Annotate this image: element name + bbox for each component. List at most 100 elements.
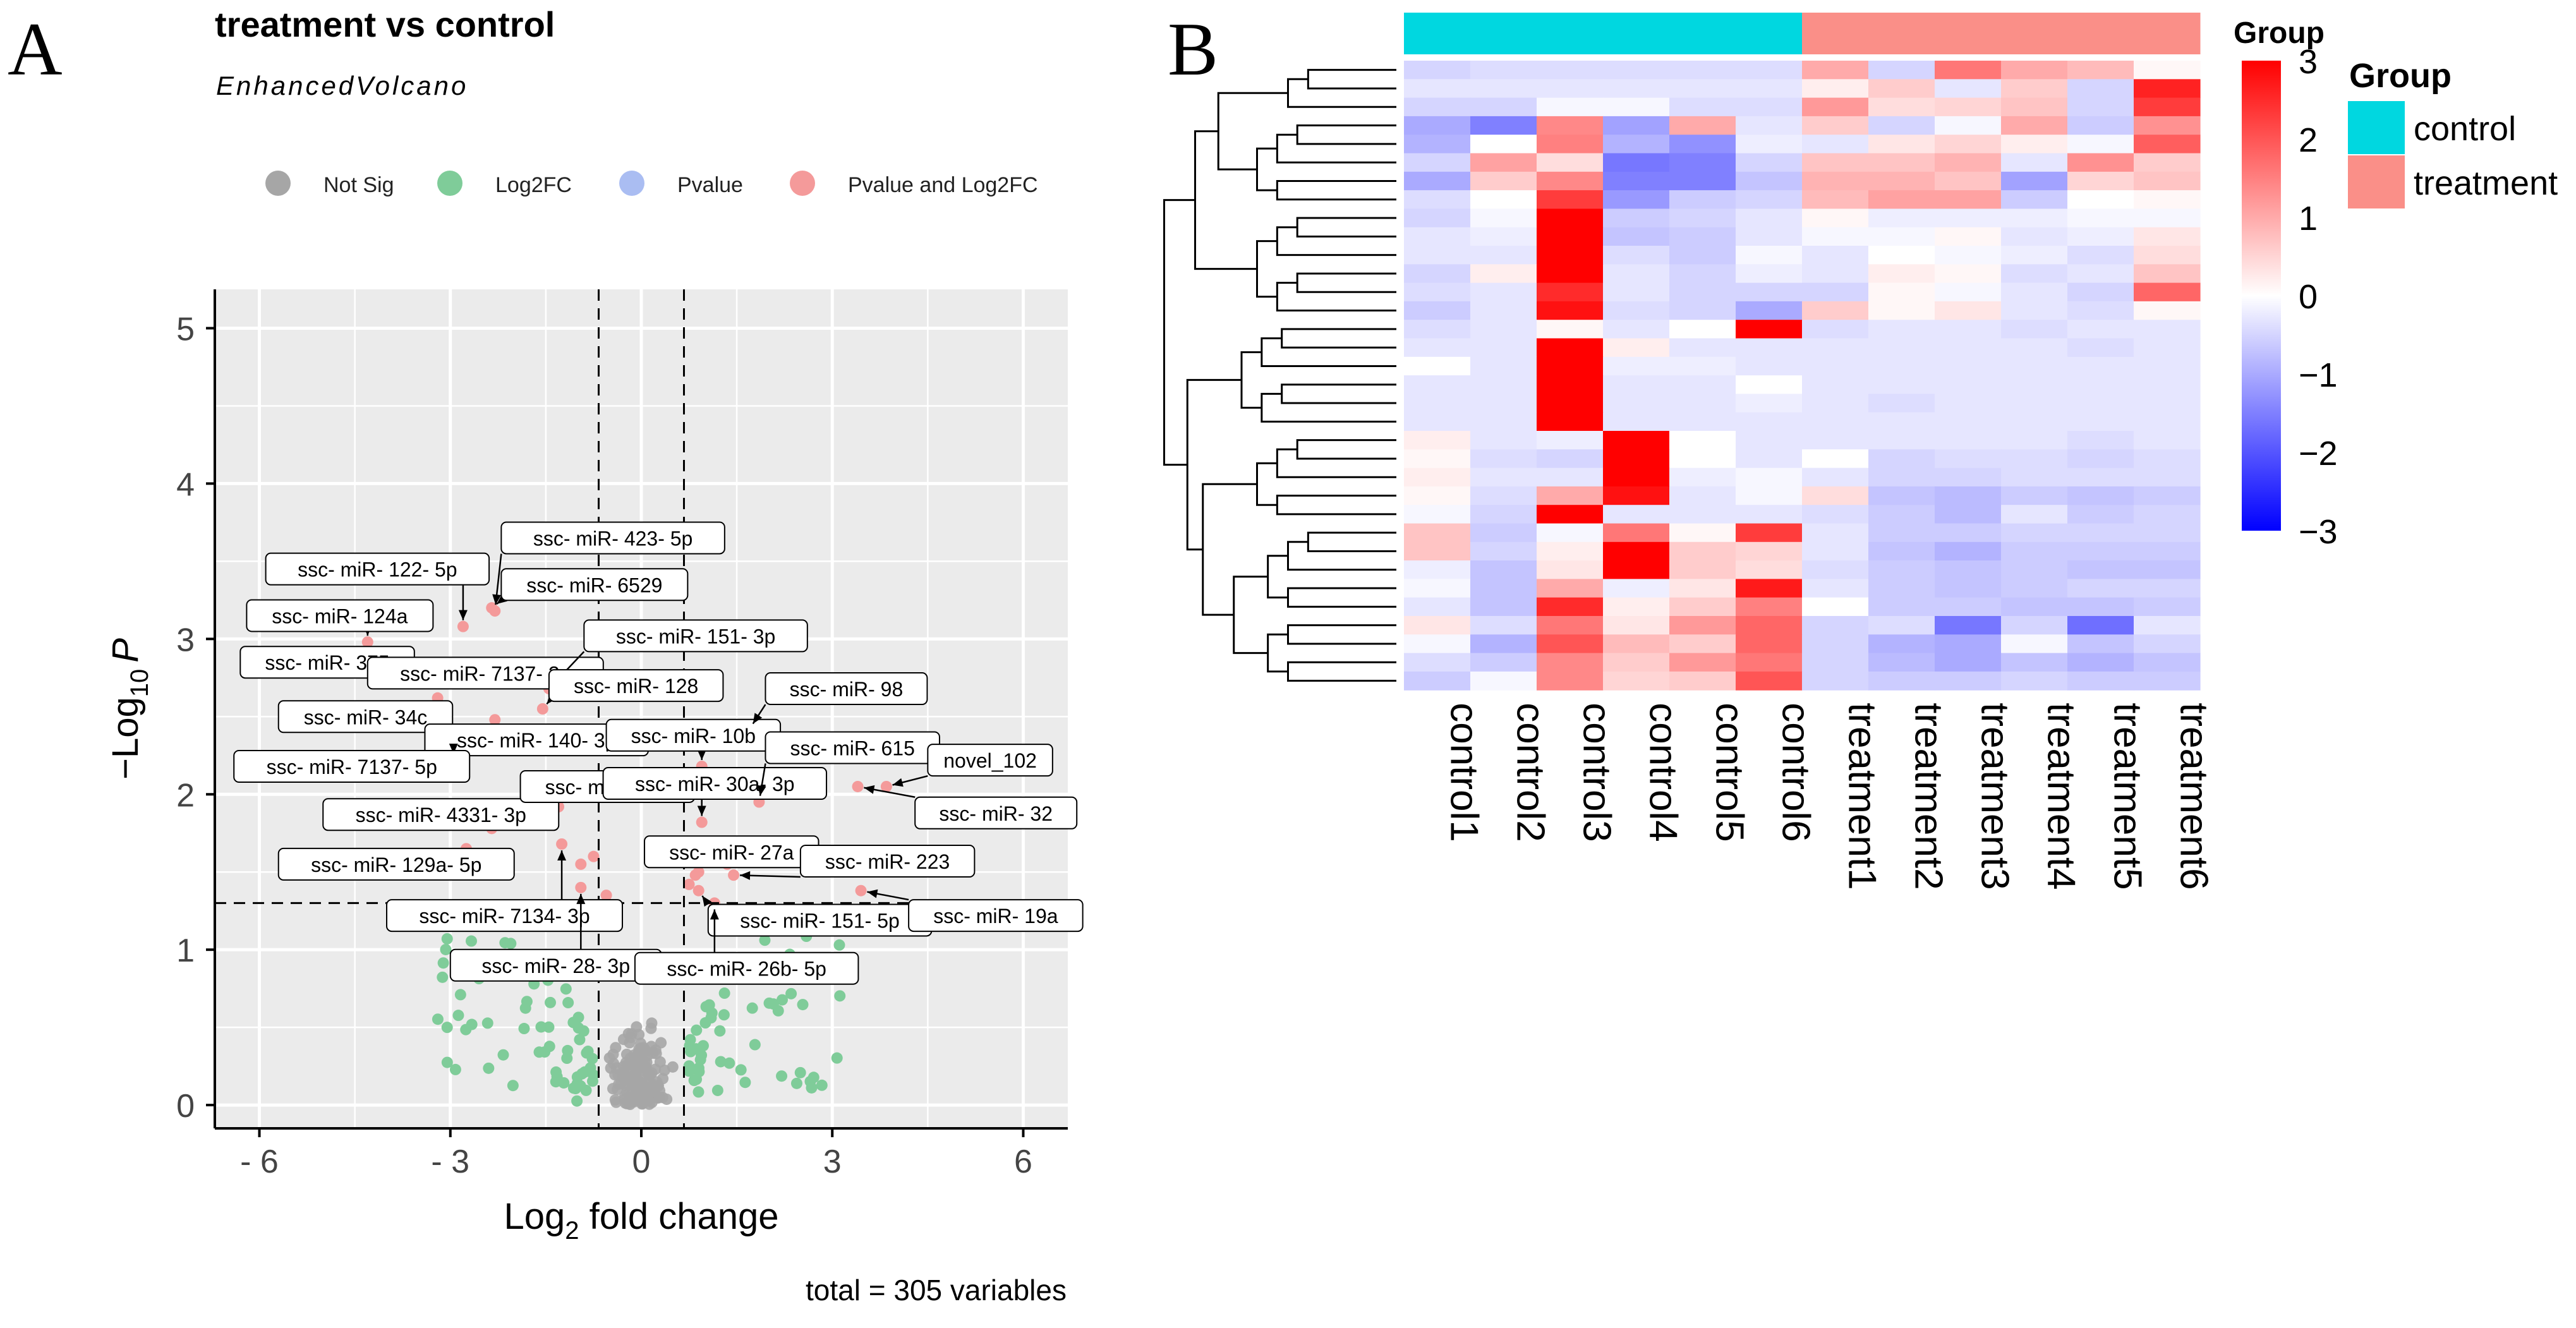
not-significant-point [609, 1094, 621, 1106]
heatmap-cell [2134, 320, 2201, 339]
heatmap-cell [1868, 579, 1935, 598]
heatmap-cell [1935, 79, 2002, 99]
heatmap-cell [1603, 301, 1670, 320]
label-text: ssc- miR- 6529 [526, 574, 662, 596]
heatmap-cell [2001, 560, 2068, 579]
log2fc-point [703, 999, 715, 1011]
heatmap-cell [2001, 356, 2068, 376]
log2fc-point [533, 1046, 545, 1058]
label-arrowhead [492, 594, 502, 605]
heatmap-cell [1669, 79, 1736, 99]
heatmap-cell [1802, 597, 1869, 617]
heatmap-cell [2001, 412, 2068, 432]
log2fc-point [507, 1080, 519, 1092]
heatmap-cell [2001, 208, 2068, 228]
heatmap-cell [2067, 61, 2134, 80]
heatmap-cell [1669, 449, 1736, 469]
heatmap-cell [1603, 356, 1670, 376]
heatmap-cell [1802, 97, 1869, 117]
heatmap-cell [2001, 301, 2068, 320]
heatmap-cell [1404, 431, 1471, 450]
label-arrowhead [449, 744, 458, 754]
heatmap-cell [1404, 671, 1471, 691]
heatmap-cell [1537, 264, 1604, 284]
heatmap-cell [2067, 264, 2134, 284]
volcano-y-axis-label: −Log10P [105, 638, 154, 780]
heatmap-cell [2067, 653, 2134, 672]
heatmap-cell [1868, 171, 1935, 191]
heatmap-cell [2134, 541, 2201, 561]
heatmap-cell [1537, 579, 1604, 598]
heatmap-cell [1736, 560, 1803, 579]
label-text: novel_102 [943, 749, 1037, 772]
label-box [927, 744, 1053, 777]
heatmap-cell [1868, 431, 1935, 450]
heatmap-cell [2067, 338, 2134, 358]
heatmap-cell [1404, 597, 1471, 617]
heatmap-cell [1802, 79, 1869, 99]
heatmap-cell [1868, 671, 1935, 691]
point-label: ssc- miR- 129a- 5p [277, 847, 515, 881]
heatmap-cell [1603, 190, 1670, 209]
group-legend-swatch [2348, 101, 2405, 154]
heatmap-cell [1470, 486, 1537, 505]
log2fc-point [711, 1084, 723, 1096]
heatmap-cell [1868, 97, 1935, 117]
heatmap-cell [2067, 97, 2134, 117]
annotation-cell [1669, 13, 1736, 54]
heatmap-cell [1537, 227, 1604, 246]
point-label: ssc- miR- 10b [605, 718, 782, 760]
heatmap-cell [1802, 356, 1869, 376]
heatmap-cell [1736, 208, 1803, 228]
heatmap-cell [2001, 190, 2068, 209]
label-box [322, 798, 560, 831]
heatmap-cell [1470, 246, 1537, 265]
heatmap-cell [1470, 394, 1537, 413]
point-label: ssc- miR- 151- 3p [552, 619, 808, 685]
heatmap-cell [1470, 301, 1537, 320]
log2fc-point [441, 933, 453, 945]
heatmap-cell [2134, 394, 2201, 413]
heatmap-cell [1669, 61, 1736, 80]
heatmap-cell [1470, 671, 1537, 691]
heatmap-cell [1603, 616, 1670, 635]
point-label: ssc- miR- 423- 5p [492, 521, 725, 605]
label-text: ssc- miR- 122- 5p [298, 558, 457, 581]
label-arrowhead [702, 895, 712, 907]
heatmap-cell [1669, 579, 1736, 598]
not-significant-point [648, 1086, 660, 1098]
heatmap-cell [1537, 356, 1604, 376]
log2fc-point [834, 990, 846, 1002]
heatmap-cell [1935, 468, 2002, 487]
not-significant-point [643, 1098, 655, 1110]
panel-b-letter: B [1168, 7, 1218, 91]
heatmap-cell [1736, 375, 1803, 394]
label-box [765, 672, 928, 706]
point-label: ssc- miR- 122- 5p [265, 552, 490, 620]
heatmap-cell [1868, 375, 1935, 394]
heatmap-cell [1868, 616, 1935, 635]
heatmap-cell [2134, 190, 2201, 209]
heatmap-cell [1802, 671, 1869, 691]
significant-point [855, 884, 867, 896]
dendrogram-branch [1276, 282, 1396, 312]
heatmap-cell [1736, 97, 1803, 117]
heatmap-cell [1802, 116, 1869, 135]
log2fc-point [807, 1071, 819, 1084]
log2fc-point [718, 1009, 730, 1021]
dendrogram-branch [1276, 495, 1396, 516]
colorbar-tick-label: 0 [2299, 278, 2318, 316]
heatmap-cell [1935, 282, 2002, 302]
heatmap-cell [2067, 634, 2134, 654]
heatmap-cell [2067, 246, 2134, 265]
log2fc-point [735, 1064, 747, 1076]
label-box [634, 951, 859, 985]
log2fc-point [790, 1077, 802, 1089]
heatmap-cell [1935, 394, 2002, 413]
x-tick-label: 0 [632, 1144, 651, 1180]
heatmap-cell [1470, 153, 1537, 172]
x-tick-label: - 3 [431, 1144, 469, 1180]
volcano-title: treatment vs control [215, 4, 555, 44]
heatmap-cell [1935, 412, 2002, 432]
heatmap-cell [1404, 282, 1471, 302]
